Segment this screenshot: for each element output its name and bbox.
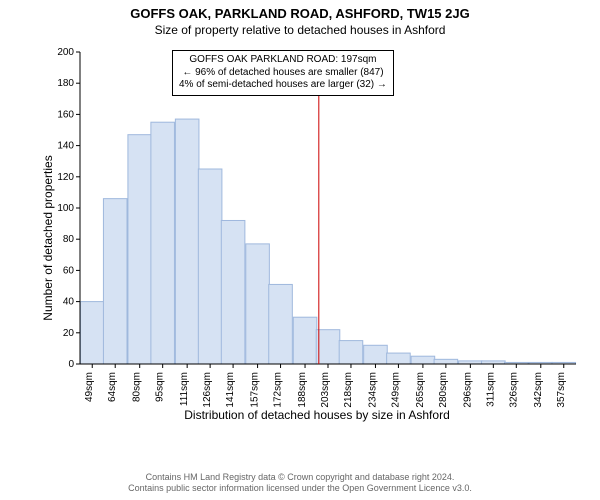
x-tick-label: 188sqm <box>297 372 308 408</box>
x-tick-label: 265sqm <box>415 372 426 408</box>
svg-text:0: 0 <box>68 359 74 370</box>
svg-text:120: 120 <box>57 172 74 183</box>
svg-text:160: 160 <box>57 109 74 120</box>
histogram-bar <box>151 122 175 364</box>
x-axis-label: Distribution of detached houses by size … <box>184 408 450 422</box>
x-tick-label: 126sqm <box>202 372 213 408</box>
svg-text:200: 200 <box>57 48 74 58</box>
histogram-bar <box>293 317 317 364</box>
histogram-bar <box>198 169 222 364</box>
histogram-bar <box>364 345 388 364</box>
annotation-line3: 4% of semi-detached houses are larger (3… <box>179 79 387 92</box>
histogram-bar <box>175 119 199 364</box>
x-tick-label: 218sqm <box>343 372 354 408</box>
svg-text:60: 60 <box>63 265 75 276</box>
x-tick-label: 95sqm <box>155 372 166 402</box>
histogram-bar <box>80 302 104 364</box>
footer-line1: Contains HM Land Registry data © Crown c… <box>128 472 472 483</box>
histogram-bar <box>269 284 293 364</box>
x-tick-label: 249sqm <box>390 372 401 408</box>
y-axis-label: Number of detached properties <box>41 155 55 320</box>
plot-area: 0 20 40 60 80 100 120 140 160 180 200 49sqm 64sqm 80s… <box>52 48 582 428</box>
svg-text:180: 180 <box>57 78 74 89</box>
chart-subtitle: Size of property relative to detached ho… <box>0 21 600 37</box>
histogram-bar <box>221 220 245 364</box>
x-tick-label: 80sqm <box>132 372 143 402</box>
x-tick-label: 280sqm <box>438 372 449 408</box>
x-tick-label: 141sqm <box>225 372 236 408</box>
x-tick-label: 172sqm <box>273 372 284 408</box>
x-tick-label: 157sqm <box>250 372 261 408</box>
annotation-box: GOFFS OAK PARKLAND ROAD: 197sqm ← 96% of… <box>172 50 394 96</box>
chart-title: GOFFS OAK, PARKLAND ROAD, ASHFORD, TW15 … <box>0 0 600 21</box>
x-tick-label: 203sqm <box>320 372 331 408</box>
histogram-bar <box>128 135 152 364</box>
histogram-bar <box>387 353 411 364</box>
x-tick-label: 357sqm <box>556 372 567 408</box>
histogram-bar <box>434 359 458 364</box>
histogram-bar <box>246 244 270 364</box>
x-tick-label: 296sqm <box>462 372 473 408</box>
svg-text:140: 140 <box>57 141 74 152</box>
annotation-line2: ← 96% of detached houses are smaller (84… <box>179 67 387 80</box>
annotation-line1: GOFFS OAK PARKLAND ROAD: 197sqm <box>179 54 387 67</box>
histogram-bar <box>103 199 127 364</box>
x-tick-label: 111sqm <box>179 372 190 406</box>
x-tick-label: 311sqm <box>485 372 496 407</box>
histogram-bar <box>339 341 363 364</box>
chart-container: GOFFS OAK, PARKLAND ROAD, ASHFORD, TW15 … <box>0 0 600 500</box>
svg-text:40: 40 <box>63 297 75 308</box>
footer-attribution: Contains HM Land Registry data © Crown c… <box>128 472 472 494</box>
svg-text:100: 100 <box>57 203 74 214</box>
svg-text:80: 80 <box>63 234 75 245</box>
x-tick-label: 64sqm <box>107 372 118 402</box>
svg-text:20: 20 <box>63 328 75 339</box>
x-tick-label: 49sqm <box>84 372 95 402</box>
footer-line2: Contains public sector information licen… <box>128 483 472 494</box>
histogram-svg: 0 20 40 60 80 100 120 140 160 180 200 49sqm 64sqm 80s… <box>52 48 582 428</box>
histogram-bar <box>316 330 340 364</box>
x-tick-label: 342sqm <box>533 372 544 408</box>
histogram-bar <box>411 356 435 364</box>
x-tick-label: 234sqm <box>367 372 378 408</box>
x-tick-label: 326sqm <box>508 372 519 408</box>
